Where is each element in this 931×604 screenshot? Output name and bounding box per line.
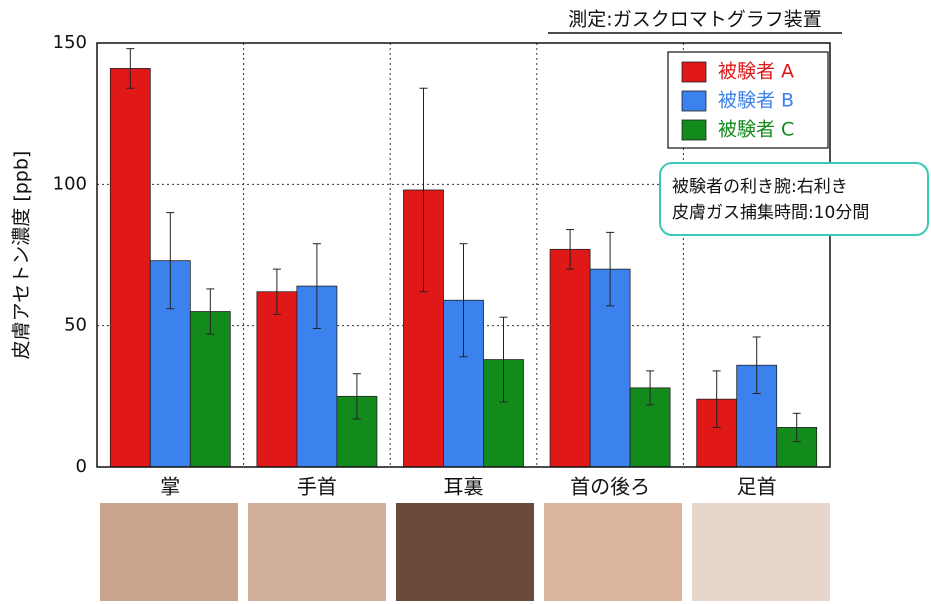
legend-label: 被験者 A: [718, 61, 794, 83]
error-bar: [459, 243, 468, 358]
x-tick-label: 足首: [737, 475, 777, 499]
error-bar: [792, 412, 801, 443]
error-bar: [419, 87, 428, 293]
bar: [189, 311, 231, 468]
legend-label: 被験者 B: [718, 90, 794, 112]
y-tick-label: 0: [76, 456, 87, 477]
chart-title: 測定:ガスクロマトグラフ装置: [568, 9, 821, 31]
error-bar: [712, 370, 721, 428]
photo: [692, 503, 830, 601]
error-bar: [312, 243, 321, 329]
error-bar: [499, 316, 508, 403]
annotation-text: 被験者の利き腕:右利き: [672, 177, 848, 197]
error-bar: [606, 231, 615, 307]
error-bar: [272, 268, 281, 315]
error-bar: [126, 48, 135, 89]
error-bar: [566, 229, 575, 270]
photo: [544, 503, 682, 601]
x-tick-label: 首の後ろ: [570, 475, 650, 499]
annotation-text: 皮膚ガス捕集時間:10分間: [672, 203, 869, 223]
y-tick-label: 150: [53, 32, 87, 53]
bar: [109, 68, 151, 468]
legend-swatch: [681, 119, 707, 141]
x-tick-label: 手首: [297, 475, 337, 499]
annotation-box: [659, 162, 929, 236]
y-axis-label: 皮膚アセトン濃度 [ppb]: [11, 151, 33, 360]
error-bar: [352, 373, 361, 420]
bar: [549, 248, 591, 468]
y-tick-label: 100: [53, 173, 87, 194]
error-bar: [166, 212, 175, 310]
photo: [100, 503, 238, 601]
plot-frame: [96, 42, 831, 468]
error-bar: [646, 370, 655, 406]
photos: [100, 503, 830, 601]
y-tick-label: 50: [64, 315, 87, 336]
x-tick-label: 耳裏: [444, 475, 484, 499]
x-tick-label: 掌: [160, 475, 180, 499]
legend-swatch: [681, 61, 707, 83]
bar: [256, 291, 298, 468]
error-bar: [752, 336, 761, 395]
photo: [248, 503, 386, 601]
error-bar: [206, 288, 215, 335]
photo: [396, 503, 534, 601]
bar: [736, 364, 778, 468]
legend-swatch: [681, 90, 707, 112]
legend-label: 被験者 C: [718, 119, 794, 141]
